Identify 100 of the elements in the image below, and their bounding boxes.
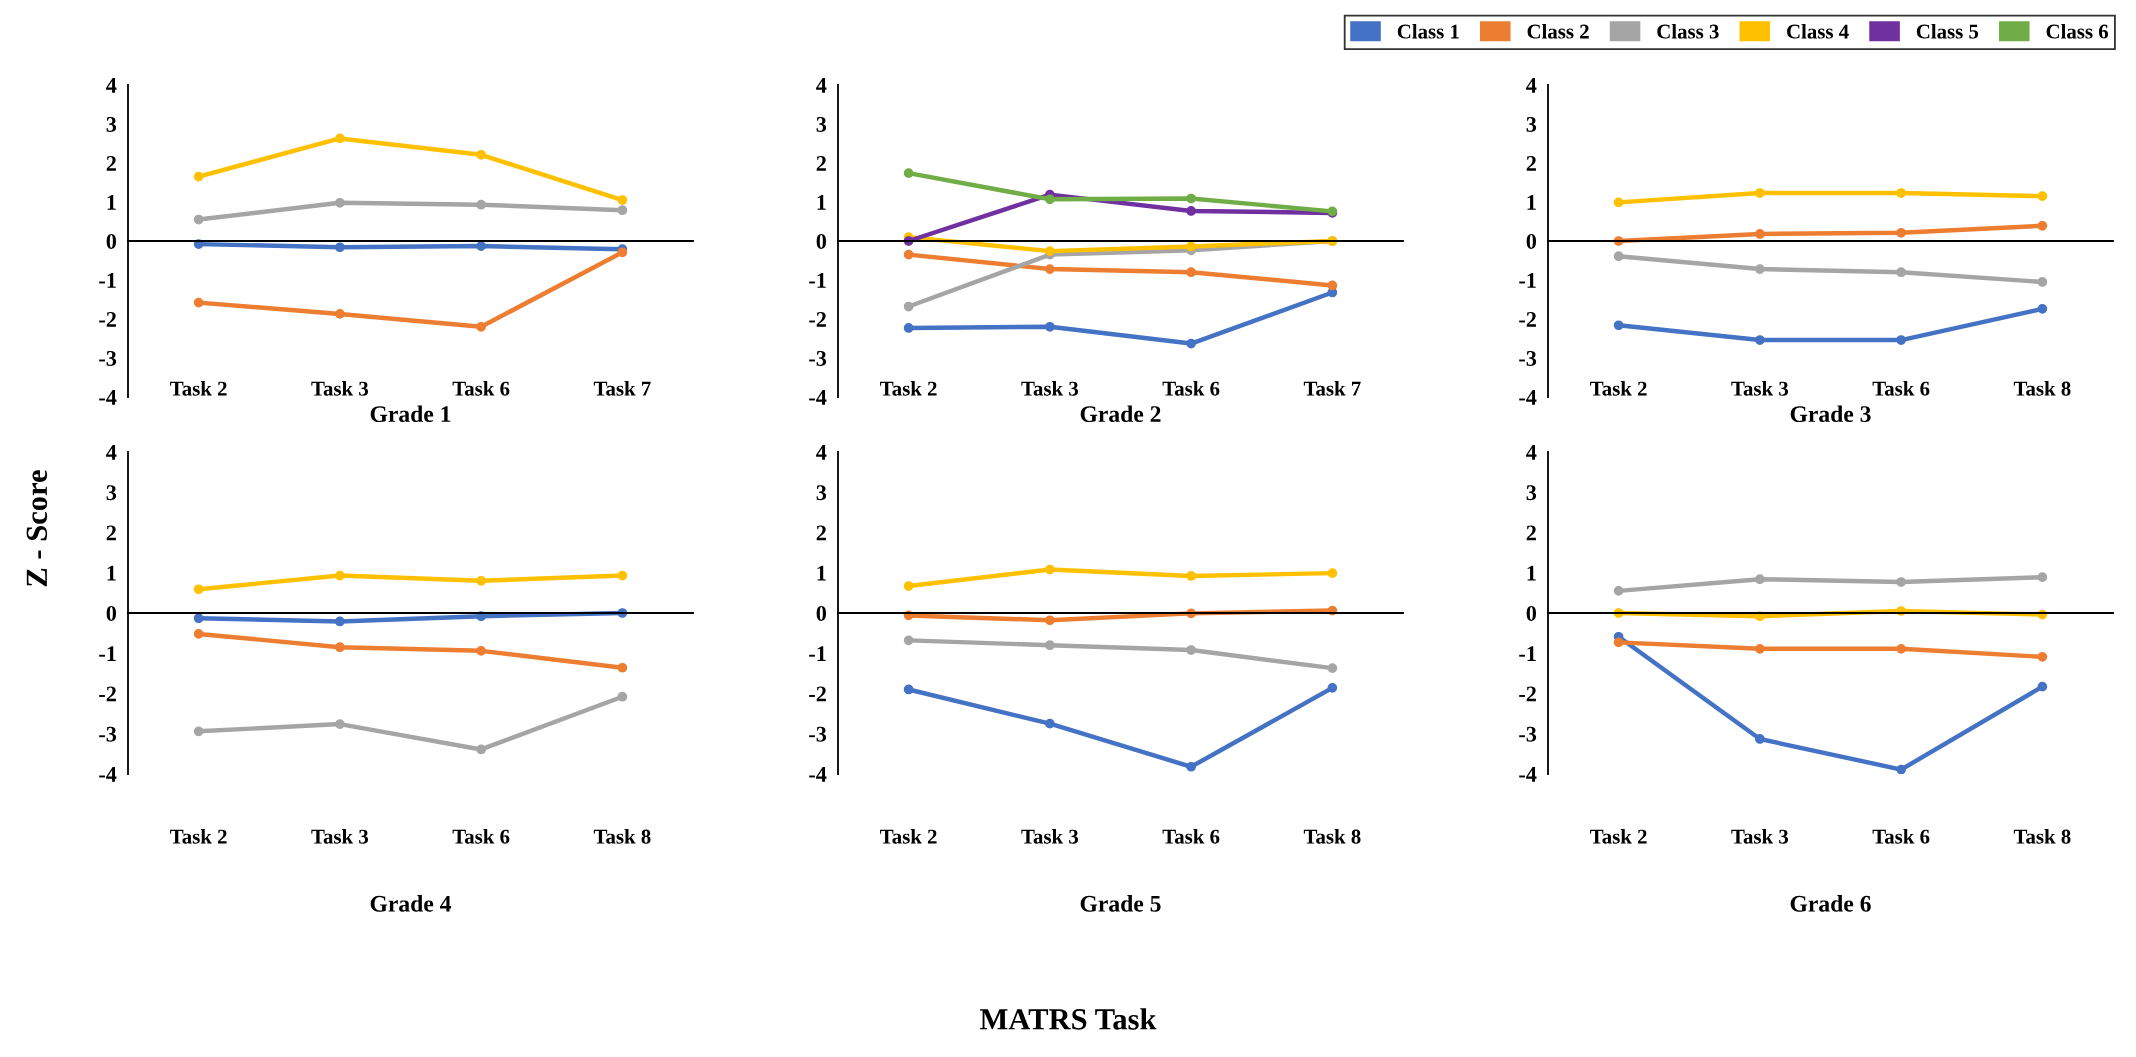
point [1045, 640, 1055, 651]
y-tick-label: -3 [99, 350, 117, 366]
point [903, 684, 914, 695]
point [1896, 188, 1906, 198]
x-tick-label: Task 2 [1590, 381, 1647, 396]
x-tick-label: Task 2 [1590, 829, 1647, 844]
x-tick-label: Task 8 [593, 829, 651, 844]
y-tick-label: 1 [107, 195, 116, 210]
y-tick-label: 0 [816, 233, 827, 249]
y-tick-label: -3 [809, 726, 827, 742]
y-tick-label: -4 [1519, 390, 1537, 405]
y-tick-label: 4 [106, 78, 117, 93]
point [1896, 643, 1906, 654]
x-tick-label: Task 6 [1872, 381, 1930, 396]
point [335, 309, 345, 319]
point [335, 242, 345, 253]
y-axis-title: Z - Score [26, 470, 48, 587]
point [2037, 652, 2048, 662]
point [1186, 241, 1196, 252]
point [1327, 568, 1338, 579]
y-tick-label: -4 [99, 767, 117, 782]
y-tick-label: -1 [99, 646, 116, 661]
y-tick-label: 2 [106, 525, 116, 541]
legend-label: Class 4 [1787, 23, 1849, 39]
point [1755, 188, 1765, 198]
legend-label: Class 5 [1916, 23, 1979, 39]
y-tick-label: 1 [1527, 565, 1536, 581]
y-tick-label: 0 [1526, 605, 1537, 621]
point [1755, 643, 1765, 654]
point [193, 171, 204, 182]
y-tick-label: 0 [1526, 233, 1537, 249]
y-tick-label: -4 [809, 390, 827, 405]
point [335, 197, 345, 208]
y-tick-label: 2 [816, 155, 826, 171]
point [617, 205, 628, 216]
y-tick-label: 2 [1526, 155, 1536, 171]
point [1755, 574, 1765, 585]
y-tick-label: -1 [99, 273, 116, 288]
point [617, 662, 628, 673]
x-tick-label: Task 2 [170, 381, 227, 396]
legend-label: Class 6 [2046, 23, 2109, 39]
point [2037, 191, 2048, 202]
x-axis-title: Grade 3 [1790, 405, 1871, 423]
point [335, 133, 345, 144]
x-axis-title: Grade 6 [1790, 895, 1871, 912]
x-tick-label: Task 2 [880, 381, 937, 396]
y-tick-label: -1 [809, 646, 826, 661]
point [476, 575, 486, 586]
point [193, 584, 204, 595]
point [1896, 335, 1906, 345]
y-tick-label: 2 [1526, 525, 1536, 541]
point [1755, 734, 1765, 744]
x-tick-label: Task 3 [1021, 381, 1079, 396]
point [2037, 572, 2048, 583]
y-tick-label: 0 [106, 605, 117, 621]
point [1613, 586, 1624, 596]
point [903, 301, 914, 312]
point [1327, 663, 1338, 674]
point [1896, 267, 1906, 278]
y-tick-label: -4 [809, 767, 827, 782]
point [1045, 718, 1055, 729]
point [1613, 320, 1624, 331]
point [335, 616, 345, 627]
y-tick-label: 0 [106, 233, 117, 249]
y-tick-label: 1 [107, 565, 116, 581]
x-axis-title: Grade 1 [370, 405, 451, 423]
y-tick-label: -3 [1519, 350, 1537, 366]
point [1755, 335, 1765, 345]
x-tick-label: Task 2 [170, 829, 227, 844]
point [335, 570, 345, 581]
legend-label: Class 2 [1527, 23, 1589, 39]
point [476, 149, 486, 160]
point [1045, 321, 1055, 332]
y-tick-label: -2 [809, 686, 826, 702]
x-tick-label: Task 6 [452, 381, 510, 396]
x-tick-label: Task 6 [1162, 829, 1220, 844]
y-tick-label: 3 [816, 485, 827, 501]
x-tick-label: Task 8 [2013, 829, 2071, 844]
point [1896, 577, 1906, 587]
point [1186, 267, 1196, 278]
point [1327, 683, 1338, 693]
point [1613, 197, 1624, 208]
y-tick-label: 3 [1526, 116, 1537, 132]
y-tick-label: 3 [106, 485, 117, 501]
point [1045, 264, 1055, 274]
point [193, 613, 204, 624]
y-tick-label: 4 [1526, 78, 1537, 93]
point [1186, 761, 1196, 772]
x-tick-label: Task 6 [452, 829, 510, 844]
point [617, 570, 628, 581]
y-tick-label: 0 [816, 605, 827, 621]
x-axis-title: Grade 5 [1080, 895, 1161, 912]
y-tick-label: 4 [816, 445, 827, 460]
x-tick-label: Task 3 [311, 829, 369, 844]
point [617, 691, 628, 702]
y-tick-label: -1 [809, 273, 826, 288]
point [1896, 764, 1906, 774]
y-tick-label: -2 [99, 311, 116, 327]
point [617, 195, 628, 205]
x-axis-title: Grade 2 [1080, 405, 1161, 423]
